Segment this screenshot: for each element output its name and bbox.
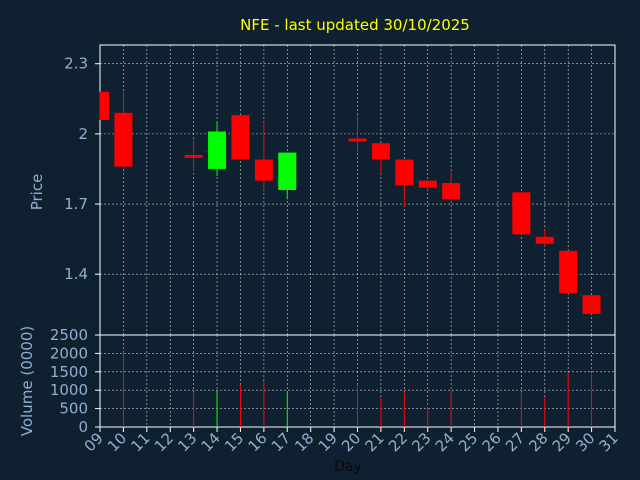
candle-body <box>582 295 601 314</box>
volume-tick-label: 2000 <box>50 344 88 362</box>
volume-bars <box>122 351 593 427</box>
candle-body <box>114 112 133 167</box>
volume-tick-label: 1500 <box>50 363 88 381</box>
volume-tick-label: 500 <box>59 400 88 418</box>
volume-tick-label: 1000 <box>50 381 88 399</box>
candle <box>278 152 297 200</box>
volume-tick-label: 0 <box>78 418 88 436</box>
candle <box>535 229 554 247</box>
candle <box>442 171 461 202</box>
candle-body <box>184 154 203 158</box>
price-axis-label: Price <box>28 174 46 211</box>
x-axis-label: Day <box>334 459 362 475</box>
candle-body <box>395 159 414 186</box>
candle <box>582 295 601 314</box>
candle-body <box>559 250 578 293</box>
chart-title: NFE - last updated 30/10/2025 <box>240 16 470 34</box>
x-tick-labels: 0910111213141516171819202122232425262728… <box>81 427 622 455</box>
candle-body <box>442 182 461 200</box>
volume-axis-label: Volume (0000) <box>18 326 36 436</box>
candle <box>99 91 109 120</box>
candle <box>208 122 227 176</box>
candle <box>114 91 133 169</box>
price-tick-labels: 2.3 2 1.7 1.4 <box>64 55 100 283</box>
price-tick-label: 1.7 <box>64 195 88 213</box>
candle-body <box>254 159 273 181</box>
candle <box>348 115 367 153</box>
candle-body <box>512 192 531 235</box>
candle-body <box>348 138 367 142</box>
price-tick-label: 2.3 <box>64 55 88 73</box>
candle <box>371 143 390 174</box>
candle-body <box>371 143 390 160</box>
candle-body <box>418 180 437 188</box>
volume-tick-label: 2500 <box>50 326 88 344</box>
candle-body <box>535 236 554 244</box>
price-tick-label: 1.4 <box>64 265 88 283</box>
candle-body <box>100 91 109 120</box>
candle <box>231 115 250 160</box>
price-grid <box>99 44 616 336</box>
candle <box>395 159 414 207</box>
candle <box>254 122 273 190</box>
candle-body <box>208 131 227 169</box>
price-tick-label: 2 <box>78 125 88 143</box>
candles <box>99 91 601 314</box>
candle <box>512 192 531 235</box>
candle <box>418 180 437 190</box>
candle-body <box>231 115 250 160</box>
candle <box>184 138 203 172</box>
candle-body <box>278 152 297 190</box>
candle <box>559 250 578 293</box>
